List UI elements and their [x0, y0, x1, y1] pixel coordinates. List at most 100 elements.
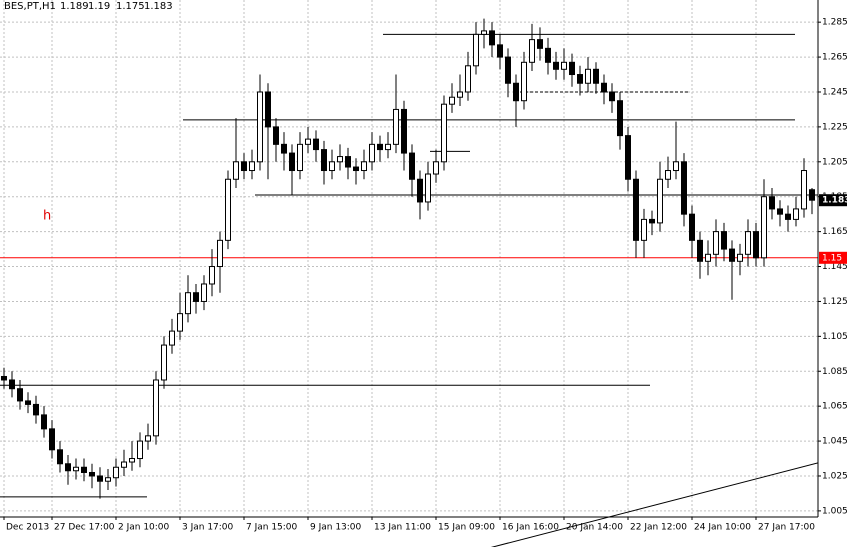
candle-body — [321, 149, 327, 172]
candle-body — [369, 143, 375, 163]
candle-body — [185, 292, 191, 315]
candle-body — [329, 161, 335, 172]
candle-body — [457, 91, 463, 98]
candle-body — [249, 161, 255, 172]
candle-body — [633, 178, 639, 241]
candle-body — [721, 231, 727, 250]
candle-body — [705, 253, 711, 262]
candles — [1, 18, 815, 499]
candle-body — [33, 403, 39, 416]
x-tick-label: 15 Jan 09:00 — [438, 523, 495, 533]
ohlc-close: 1.183 — [144, 1, 173, 12]
candle-body — [65, 463, 71, 472]
candle-body — [785, 213, 791, 220]
candle-body — [161, 344, 167, 381]
ohlc-low: 1.175 — [116, 1, 145, 12]
candle-body — [113, 466, 119, 479]
y-tick-label: 1.105 — [822, 332, 847, 342]
candle-body — [761, 196, 767, 259]
candle-body — [201, 283, 207, 302]
candle-body — [657, 178, 663, 224]
candle-body — [641, 218, 647, 241]
x-tick-label: 13 Jan 11:00 — [374, 523, 431, 533]
candle-body — [353, 166, 359, 172]
candle-body — [305, 138, 311, 145]
candle-body — [577, 74, 583, 84]
y-tick-label: 1.085 — [822, 367, 847, 377]
candle-body — [545, 47, 551, 63]
candle-body — [433, 161, 439, 175]
candle-body — [169, 330, 175, 346]
candle-body — [177, 313, 183, 332]
candle-body — [681, 161, 687, 215]
x-tick-label: 24 Jan 10:00 — [694, 523, 751, 533]
candle-body — [513, 82, 519, 102]
x-tick-label: 7 Jan 15:00 — [246, 523, 298, 533]
candle-body — [601, 82, 607, 93]
grid — [0, 0, 818, 517]
x-tick-label: 2 Jan 10:00 — [118, 523, 170, 533]
candle-body — [241, 161, 247, 172]
ohlc-high: 1.19 — [88, 1, 110, 12]
candle-body — [689, 213, 695, 241]
candle-body — [393, 108, 399, 145]
candle-body — [481, 30, 487, 35]
symbol: BES,PT,H1 — [4, 1, 56, 12]
candle-body — [153, 379, 159, 437]
candle-body — [665, 170, 671, 180]
candle-body — [649, 218, 655, 224]
candle-body — [697, 239, 703, 262]
candle-body — [809, 189, 815, 201]
price-label: 1.183 — [822, 196, 847, 206]
price-box — [819, 194, 847, 207]
annotation: h — [43, 209, 51, 224]
candle-body — [345, 156, 351, 168]
candle-body — [217, 239, 223, 268]
candle-body — [489, 30, 495, 46]
candle-body — [473, 33, 479, 67]
y-tick-label: 1.065 — [822, 402, 847, 412]
trend-line — [490, 462, 818, 547]
candle-body — [593, 68, 599, 84]
candle-body — [617, 100, 623, 137]
candle-body — [121, 461, 127, 468]
y-tick-label: 1.205 — [822, 157, 847, 167]
candle-body — [89, 471, 95, 477]
candle-body — [569, 61, 575, 76]
candle-body — [537, 39, 543, 49]
candle-body — [225, 178, 231, 241]
x-tick-label: 27 Jan 17:00 — [758, 523, 815, 533]
x-tick-label: 16 Jan 16:00 — [502, 523, 559, 533]
candle-body — [193, 292, 199, 302]
candle-body — [737, 253, 743, 262]
x-tick-label: Dec 2013 — [6, 523, 49, 533]
levels — [0, 33, 818, 547]
y-tick-label: 1.285 — [822, 18, 847, 28]
candle-body — [97, 475, 103, 482]
candle-body — [753, 231, 759, 259]
candle-body — [729, 248, 735, 262]
candle-body — [553, 61, 559, 70]
candle-body — [713, 231, 719, 255]
candle-body — [561, 61, 567, 70]
y-tick-label: 1.165 — [822, 227, 847, 237]
y-tick-label: 1.025 — [822, 471, 847, 481]
candle-body — [81, 466, 87, 473]
level-label: 1.15 — [822, 253, 842, 263]
y-tick-label: 1.005 — [822, 506, 847, 516]
axes: 1.005 1.025 1.045 1.065 1.085 1.105 1.125 1.145… — [3, 18, 847, 533]
candle-body — [465, 65, 471, 93]
candle-body — [1, 375, 7, 381]
x-tick-label: 20 Jan 14:00 — [566, 523, 623, 533]
candle-body — [105, 477, 111, 482]
candle-body — [497, 44, 503, 58]
candle-body — [409, 152, 415, 180]
x-tick-label: 22 Jan 12:00 — [630, 523, 687, 533]
candle-body — [521, 61, 527, 102]
x-tick-label: 27 Dec 17:00 — [54, 523, 115, 533]
candle-body — [793, 208, 799, 220]
y-tick-label: 1.145 — [822, 262, 847, 272]
candle-body — [313, 138, 319, 151]
candle-body — [401, 108, 407, 154]
candle-body — [297, 143, 303, 172]
